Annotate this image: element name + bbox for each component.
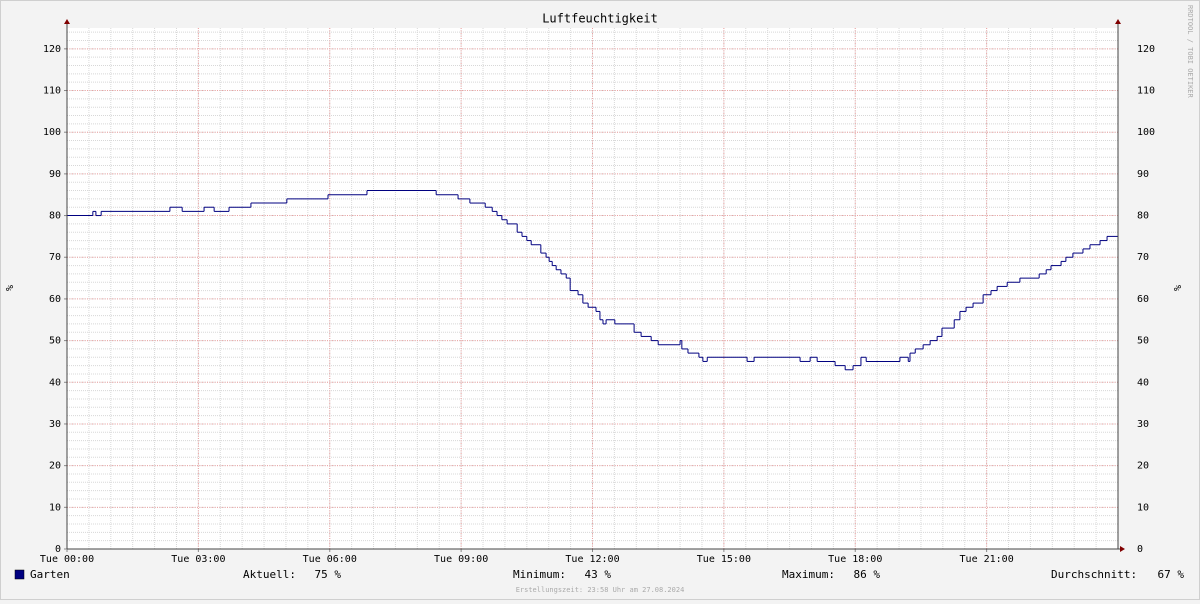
x-tick-label: Tue 06:00: [303, 554, 357, 565]
x-tick-label: Tue 18:00: [828, 554, 882, 565]
x-tick-label: Tue 15:00: [697, 554, 751, 565]
stat-value: 43 %: [585, 568, 612, 581]
y-tick-label: 110: [43, 86, 61, 97]
stat-label: Durchschnitt:: [1051, 568, 1137, 581]
major-grid: [66, 28, 1118, 550]
y-tick-label: 30: [49, 419, 61, 430]
axis-arrow: [1120, 546, 1125, 552]
x-tick-label: Tue 12:00: [565, 554, 619, 565]
y-tick-label: 90: [49, 169, 61, 180]
y2-tick-label: 90: [1137, 169, 1149, 180]
stat-label: Minimum:: [513, 568, 566, 581]
x-tick-label: Tue 03:00: [171, 554, 225, 565]
footer: Erstellungszeit: 23:58 Uhr am 27.08.2024: [516, 586, 685, 594]
y2-tick-label: 40: [1137, 377, 1149, 388]
axis-arrow: [1115, 19, 1121, 24]
axes: 0 0 10 10 20 20 30 30 40 40 50 50 60 60 70 70 80 80 90 90 10…: [40, 19, 1155, 565]
y2-tick-label: 120: [1137, 44, 1155, 55]
y-tick-label: 0: [55, 544, 61, 555]
y2-axis-label: %: [1173, 285, 1184, 291]
y-tick-label: 70: [49, 252, 61, 263]
y-axis-label: %: [5, 285, 16, 291]
y2-tick-label: 20: [1137, 461, 1149, 472]
y2-tick-label: 10: [1137, 502, 1149, 513]
chart-title: Luftfeuchtigkeit: [542, 12, 658, 26]
axis-arrow: [64, 19, 70, 24]
y2-tick-label: 110: [1137, 86, 1155, 97]
y2-tick-label: 0: [1137, 544, 1143, 555]
y-tick-label: 20: [49, 461, 61, 472]
y-tick-label: 40: [49, 377, 61, 388]
y2-tick-label: 80: [1137, 211, 1149, 222]
stat-value: 75 %: [315, 568, 342, 581]
data-line: [67, 190, 1118, 371]
y-tick-label: 60: [49, 294, 61, 305]
watermark: RRDTOOL / TOBI OETIKER: [1186, 5, 1194, 99]
y2-tick-label: 30: [1137, 419, 1149, 430]
y-tick-label: 120: [43, 44, 61, 55]
x-tick-label: Tue 21:00: [960, 554, 1014, 565]
y2-tick-label: 60: [1137, 294, 1149, 305]
stat-label: Aktuell:: [243, 568, 296, 581]
y2-tick-label: 70: [1137, 252, 1149, 263]
y2-tick-label: 100: [1137, 127, 1155, 138]
stat-label: Maximum:: [782, 568, 835, 581]
stat-value: 86 %: [854, 568, 881, 581]
y-tick-label: 50: [49, 336, 61, 347]
x-tick-label: Tue 09:00: [434, 554, 488, 565]
legend-swatch: [14, 569, 25, 580]
y-tick-label: 80: [49, 211, 61, 222]
legend-label: Garten: [30, 568, 70, 581]
stat-value: 67 %: [1158, 568, 1185, 581]
x-tick-label: Tue 00:00: [40, 554, 94, 565]
y-tick-label: 100: [43, 127, 61, 138]
y-tick-label: 10: [49, 502, 61, 513]
minor-grid: [67, 28, 1118, 549]
y2-tick-label: 50: [1137, 336, 1149, 347]
